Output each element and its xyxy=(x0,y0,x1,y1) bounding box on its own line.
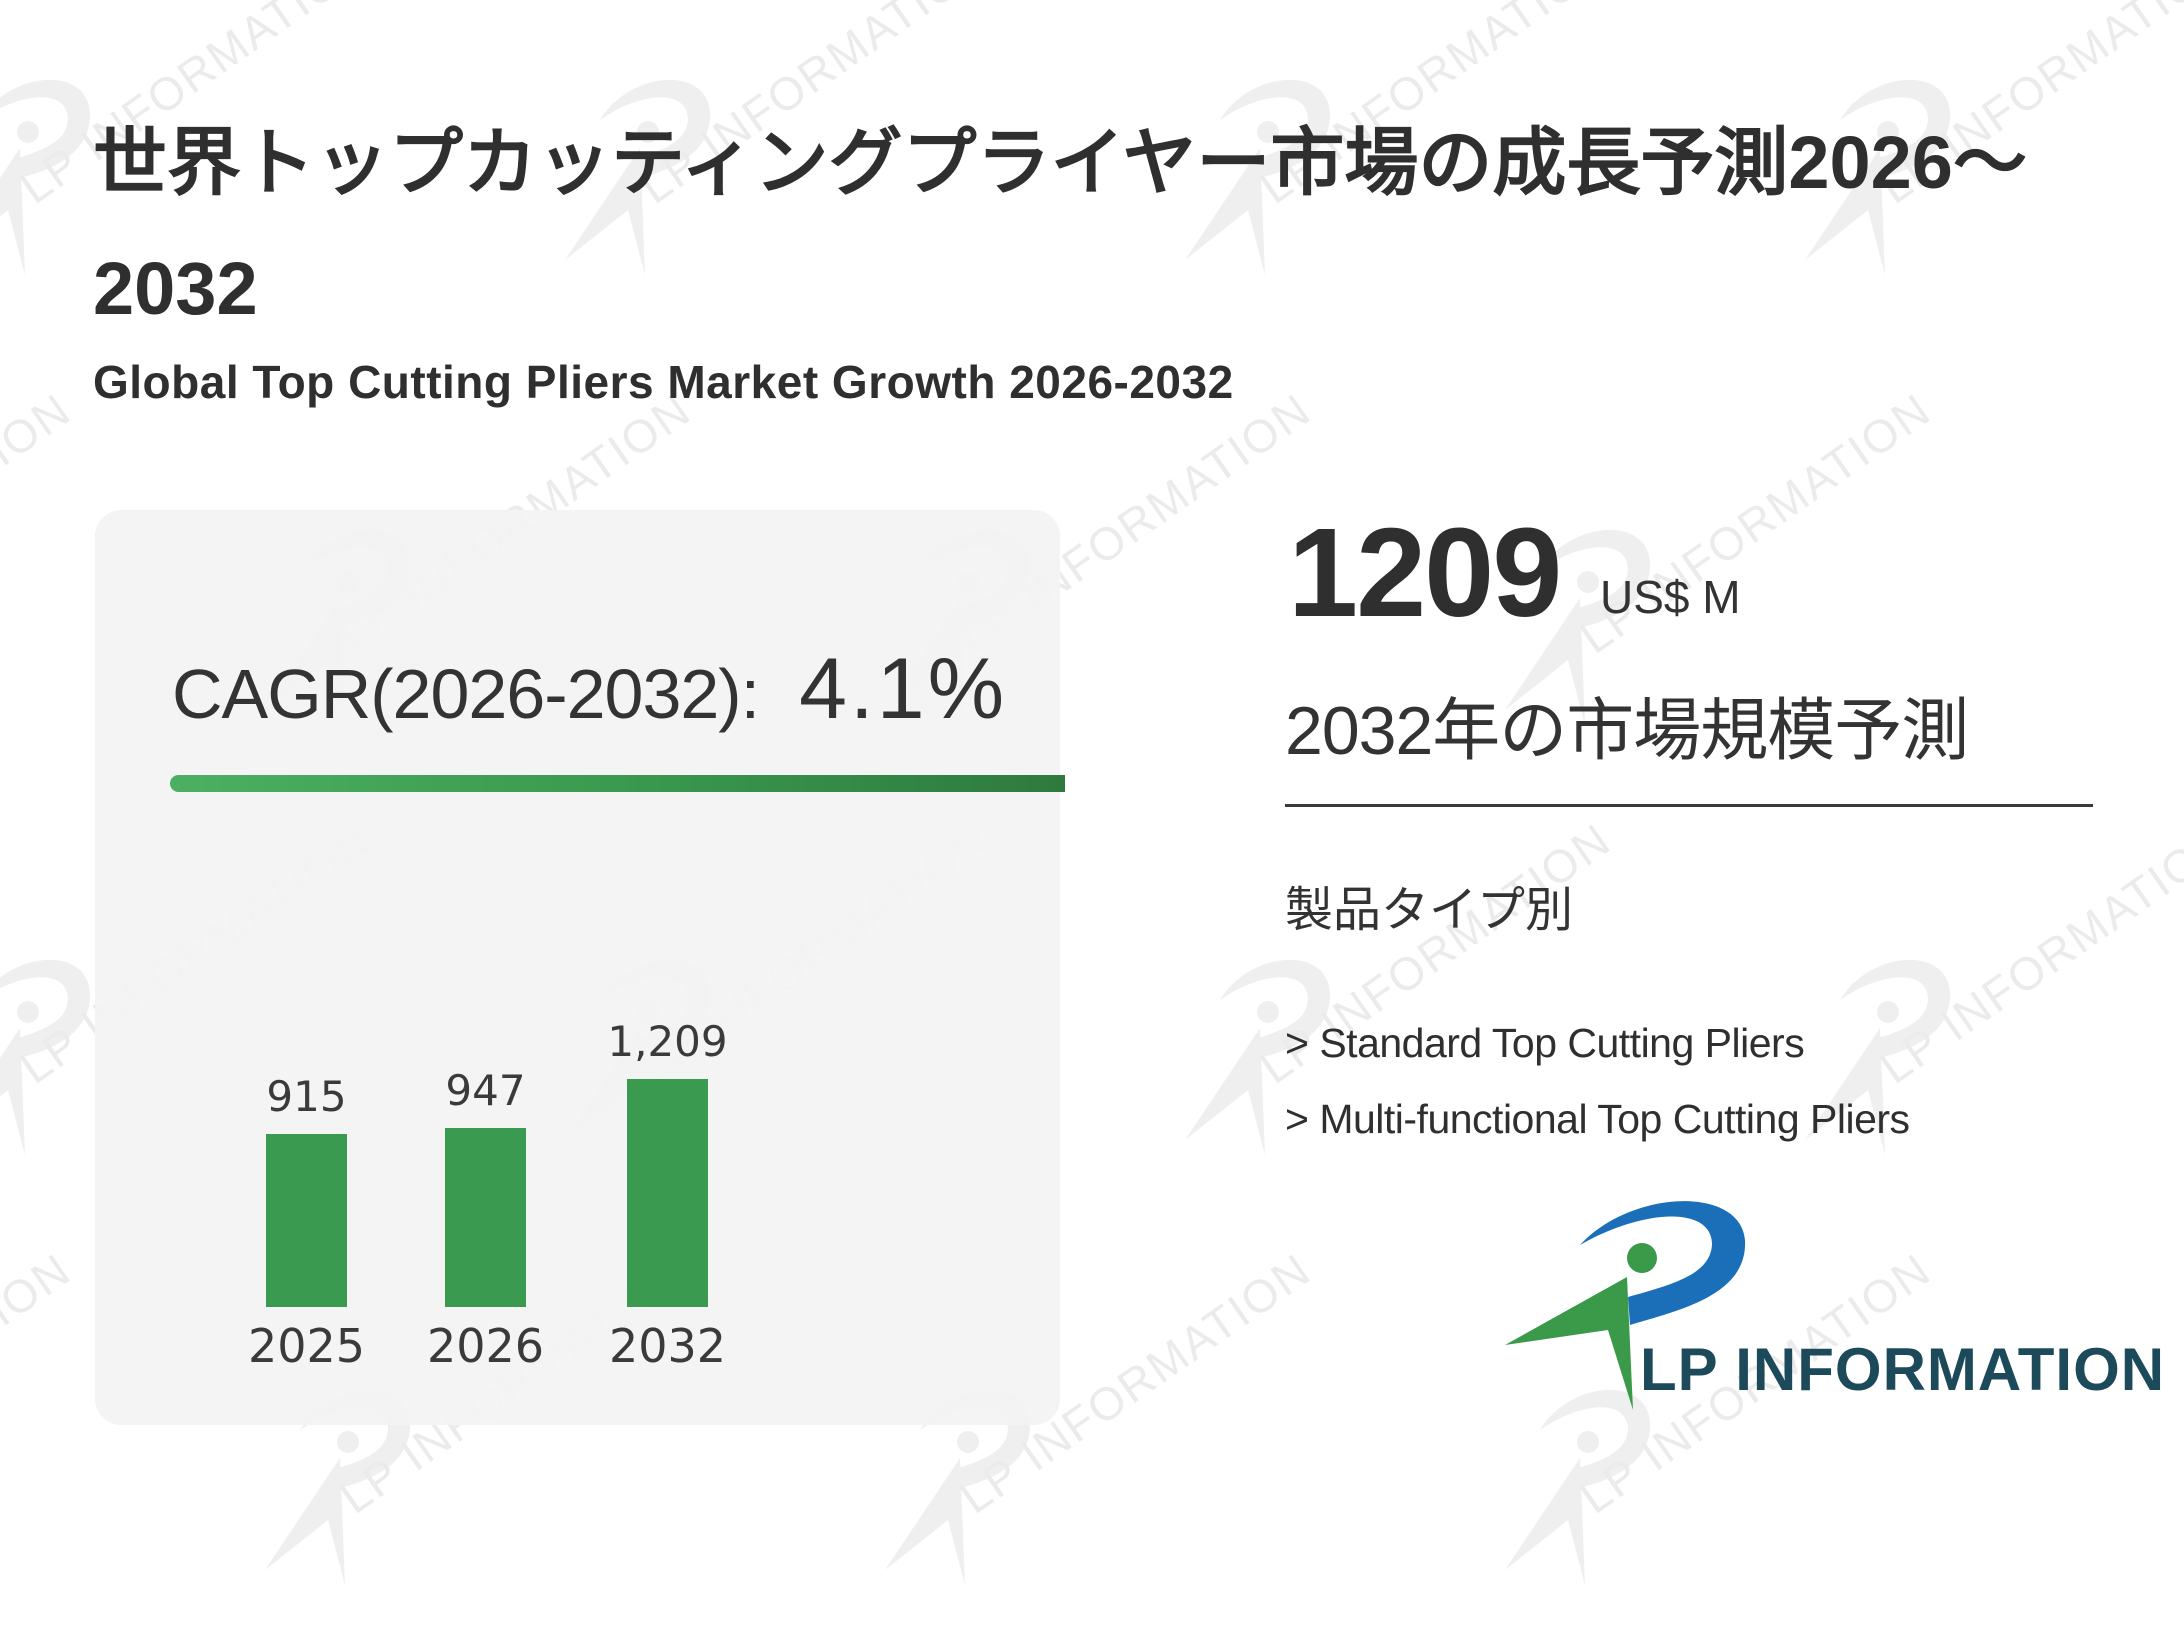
cagr-chart-card: CAGR(2026-2032): 4.1% 915 947 1,209 2025 … xyxy=(95,510,1065,1425)
logo-text: LP INFORMATION xyxy=(1640,1336,2166,1403)
page-title: 世界トップカッティングプライヤー市場の成長予測2026～2032 xyxy=(93,121,2027,330)
x-axis-label: 2032 xyxy=(608,1319,727,1373)
bar-2025 xyxy=(266,1134,347,1307)
bar-chart: 915 947 1,209 2025 2026 2032 xyxy=(95,510,1060,1425)
company-logo: LP INFORMATION xyxy=(1500,1185,2164,1415)
cagr-accent-bar xyxy=(170,775,1065,792)
divider xyxy=(1285,804,2093,807)
bar-value-label: 915 xyxy=(266,1072,347,1121)
x-axis-label: 2026 xyxy=(426,1319,545,1373)
infographic: 世界トップカッティングプライヤー市場の成長予測2026～2032 Global … xyxy=(93,121,2164,1425)
page-subtitle: Global Top Cutting Pliers Market Growth … xyxy=(93,356,1234,408)
bar-value-label: 947 xyxy=(445,1066,526,1115)
bar-2026 xyxy=(445,1128,526,1307)
segment-list: > Standard Top Cutting Pliers > Multi-fu… xyxy=(1285,1005,1910,1157)
segment-item: > Standard Top Cutting Pliers xyxy=(1285,1020,1805,1066)
market-size-label: 2032年の市場規模予測 xyxy=(1285,693,1969,769)
segment-title: 製品タイプ別 xyxy=(1285,884,1574,937)
lp-information-logo-icon xyxy=(1505,1201,1746,1410)
market-size-value: 1209 xyxy=(1288,502,1562,643)
x-axis-label: 2025 xyxy=(247,1319,366,1373)
bar-value-label: 1,209 xyxy=(607,1017,728,1066)
market-size-unit: US$ M xyxy=(1600,571,1741,623)
segment-item: > Multi-functional Top Cutting Pliers xyxy=(1285,1096,1910,1142)
bar-2032 xyxy=(627,1079,708,1307)
